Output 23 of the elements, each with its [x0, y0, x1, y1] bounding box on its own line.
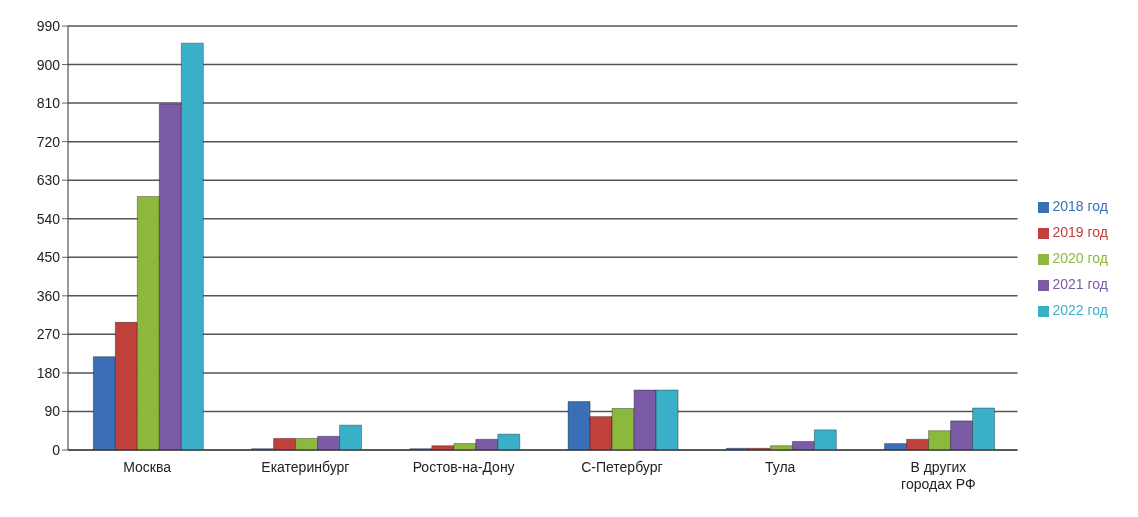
y-tick-label: 360: [36, 287, 61, 304]
y-tick-label: 720: [36, 133, 61, 150]
y-tick-label: 990: [36, 17, 61, 34]
x-tick-label: Ростов-на-Дону: [412, 459, 515, 475]
legend-label: 2022 год: [1052, 302, 1108, 318]
y-tick-label: 90: [44, 403, 61, 420]
legend-label: 2019 год: [1052, 224, 1108, 240]
x-tick-label: Москва: [123, 459, 172, 475]
y-tick-label: 180: [36, 364, 61, 381]
x-tick-label: Тула: [764, 459, 796, 475]
y-tick-label: 540: [36, 210, 61, 227]
x-tick-label: В других городах РФ: [901, 459, 976, 492]
legend-label: 2018 год: [1052, 198, 1108, 214]
y-tick-label: 450: [36, 249, 61, 266]
y-tick-label: 810: [36, 95, 61, 112]
x-tick-label: С-Петербург: [581, 459, 663, 475]
y-tick-label: 0: [52, 441, 61, 458]
legend-label: 2020 год: [1052, 250, 1108, 266]
y-tick-label: 630: [36, 172, 61, 189]
x-tick-label: Екатеринбург: [261, 459, 350, 475]
y-tick-label: 900: [36, 56, 61, 73]
y-tick-label: 270: [36, 326, 61, 343]
legend-label: 2021 год: [1052, 276, 1108, 292]
